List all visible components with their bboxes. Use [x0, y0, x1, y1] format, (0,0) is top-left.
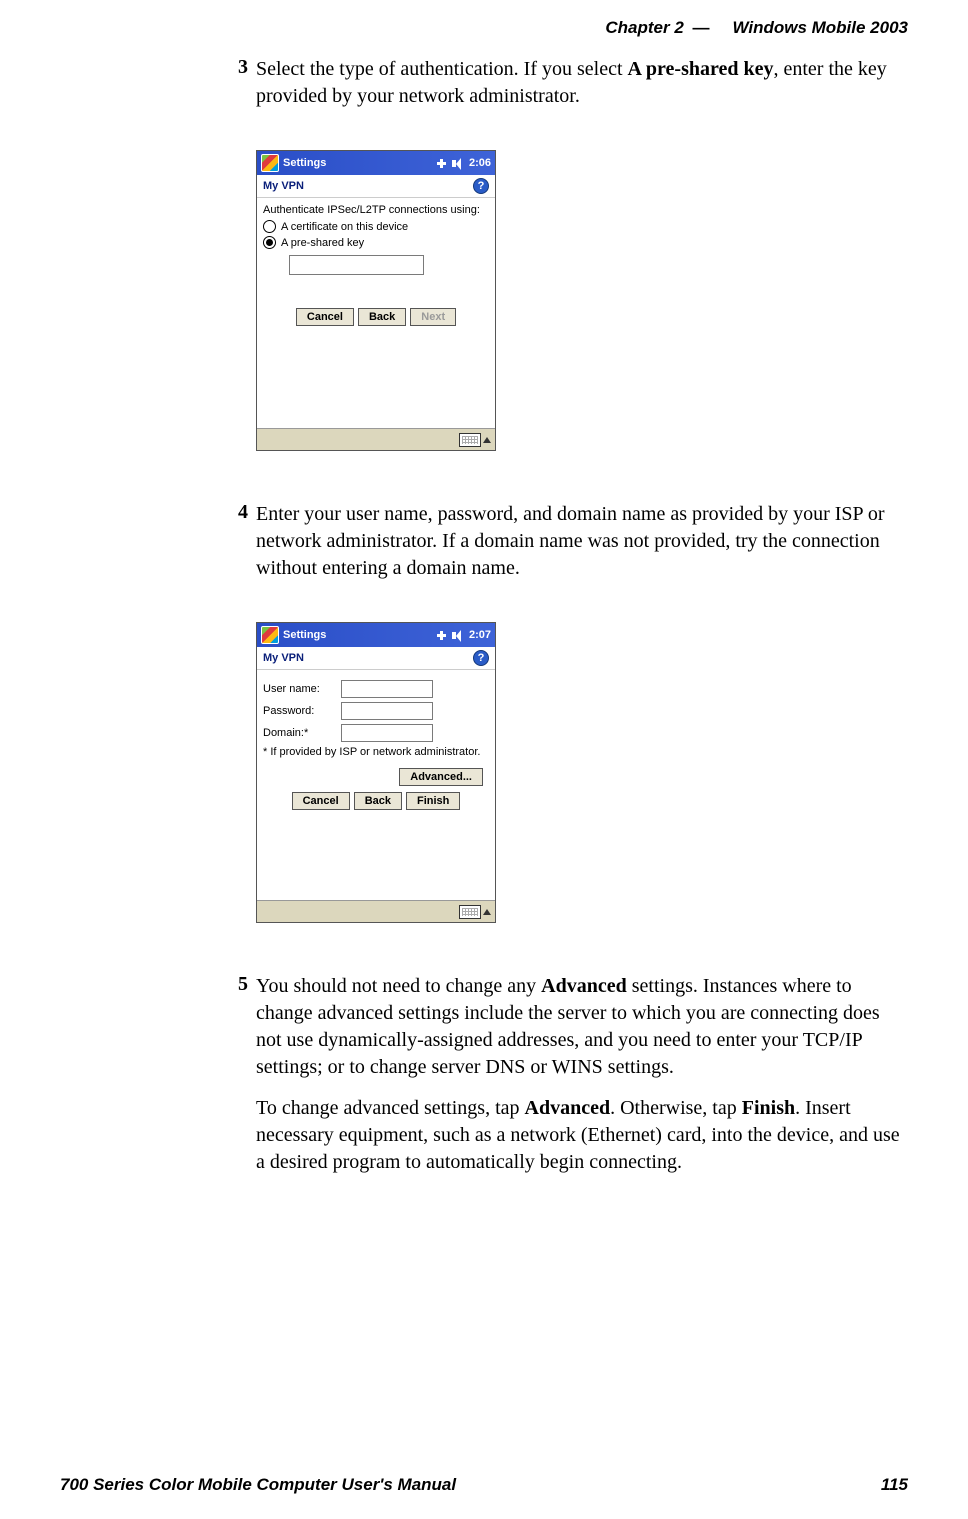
step-4-text: Enter your user name, password, and doma… — [256, 501, 908, 582]
connectivity-icon[interactable] — [437, 159, 446, 168]
auth-prompt: Authenticate IPSec/L2TP connections usin… — [263, 204, 489, 216]
step-3-number: 3 — [230, 56, 256, 79]
bottom-bar-2 — [257, 900, 495, 922]
radio-certificate-row[interactable]: A certificate on this device — [263, 220, 489, 233]
next-button: Next — [410, 308, 456, 326]
cancel-button[interactable]: Cancel — [296, 308, 354, 326]
screenshot-credentials: Settings 2:07 My VPN ? User name: Passwo… — [256, 622, 908, 923]
step-5-text-p1: You should not need to change any Advanc… — [256, 973, 908, 1081]
radio-preshared[interactable] — [263, 236, 276, 249]
page-footer: 700 Series Color Mobile Computer User's … — [60, 1475, 908, 1495]
title-bar: Settings 2:06 — [257, 151, 495, 175]
start-icon[interactable] — [261, 154, 279, 172]
radio-preshared-label: A pre-shared key — [281, 237, 364, 249]
volume-icon-2[interactable] — [452, 629, 465, 642]
back-button-2[interactable]: Back — [354, 792, 402, 810]
step-3: 3 Select the type of authentication. If … — [230, 56, 908, 110]
clock-2: 2:07 — [469, 629, 491, 641]
subtitle: My VPN — [263, 180, 304, 192]
advanced-button[interactable]: Advanced... — [399, 768, 483, 786]
title-bar-2: Settings 2:07 — [257, 623, 495, 647]
chapter-number: 2 — [674, 18, 683, 37]
finish-button[interactable]: Finish — [406, 792, 460, 810]
password-input[interactable] — [341, 702, 433, 720]
step-5-number: 5 — [230, 973, 256, 996]
domain-input[interactable] — [341, 724, 433, 742]
step-4-number: 4 — [230, 501, 256, 524]
subtitle-2: My VPN — [263, 652, 304, 664]
volume-icon[interactable] — [452, 157, 465, 170]
back-button[interactable]: Back — [358, 308, 406, 326]
cancel-button-2[interactable]: Cancel — [292, 792, 350, 810]
username-input[interactable] — [341, 680, 433, 698]
header-product: Windows Mobile 2003 — [732, 18, 908, 37]
bottom-bar — [257, 428, 495, 450]
sip-up-icon-2[interactable] — [483, 909, 491, 915]
header-dash: — — [689, 18, 714, 37]
radio-certificate[interactable] — [263, 220, 276, 233]
password-label: Password: — [263, 705, 341, 717]
help-icon-2[interactable]: ? — [473, 650, 489, 666]
start-icon-2[interactable] — [261, 626, 279, 644]
sip-up-icon[interactable] — [483, 437, 491, 443]
step-5-text-p2: To change advanced settings, tap Advance… — [256, 1095, 908, 1176]
title-text-2: Settings — [283, 629, 437, 641]
connectivity-icon-2[interactable] — [437, 631, 446, 640]
page-header: Chapter 2 — Windows Mobile 2003 — [60, 18, 908, 38]
preshared-key-input[interactable] — [289, 255, 424, 275]
sub-bar-2: My VPN ? — [257, 647, 495, 670]
sub-bar: My VPN ? — [257, 175, 495, 198]
keyboard-icon[interactable] — [459, 433, 481, 447]
keyboard-icon-2[interactable] — [459, 905, 481, 919]
title-text: Settings — [283, 157, 437, 169]
manual-title: 700 Series Color Mobile Computer User's … — [60, 1475, 456, 1495]
step-3-text: Select the type of authentication. If yo… — [256, 56, 908, 110]
domain-footnote: * If provided by ISP or network administ… — [263, 746, 489, 758]
screenshot-auth: Settings 2:06 My VPN ? Authenticate IPSe… — [256, 150, 908, 451]
radio-certificate-label: A certificate on this device — [281, 221, 408, 233]
help-icon[interactable]: ? — [473, 178, 489, 194]
page-number: 115 — [881, 1475, 908, 1495]
chapter-label: Chapter — [605, 18, 669, 37]
step-4: 4 Enter your user name, password, and do… — [230, 501, 908, 582]
username-label: User name: — [263, 683, 341, 695]
clock: 2:06 — [469, 157, 491, 169]
radio-preshared-row[interactable]: A pre-shared key — [263, 236, 489, 249]
domain-label: Domain:* — [263, 727, 341, 739]
step-5: 5 You should not need to change any Adva… — [230, 973, 908, 1176]
